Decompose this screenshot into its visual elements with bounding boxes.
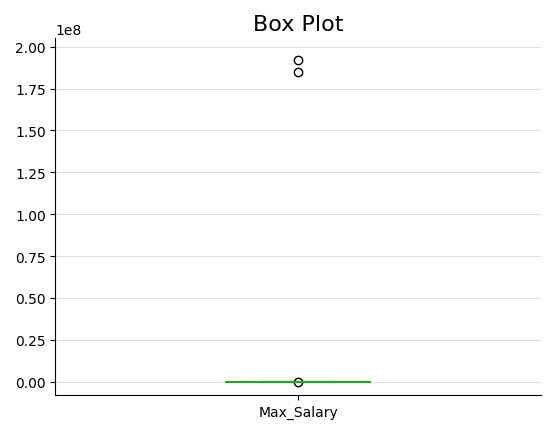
Title: Box Plot: Box Plot (253, 15, 344, 35)
